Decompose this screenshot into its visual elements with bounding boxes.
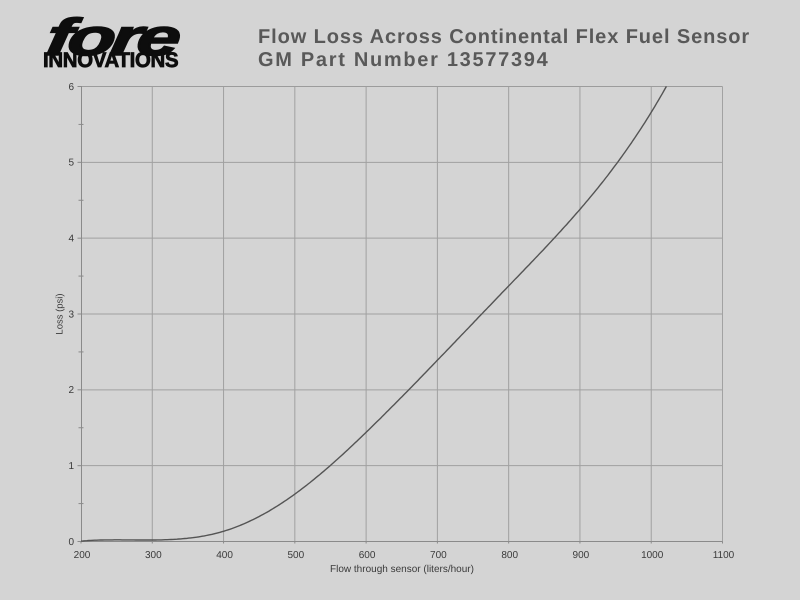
- svg-text:6: 6: [68, 82, 74, 93]
- svg-text:3: 3: [68, 309, 74, 320]
- svg-text:Loss (psi): Loss (psi): [55, 293, 66, 334]
- svg-text:200: 200: [74, 550, 91, 561]
- svg-text:800: 800: [501, 550, 518, 561]
- svg-text:500: 500: [287, 550, 304, 561]
- svg-text:900: 900: [573, 550, 590, 561]
- svg-text:600: 600: [359, 550, 376, 561]
- svg-text:700: 700: [430, 550, 447, 561]
- svg-text:4: 4: [68, 234, 74, 245]
- svg-text:0: 0: [68, 537, 74, 548]
- svg-text:1000: 1000: [641, 550, 664, 561]
- svg-text:300: 300: [145, 550, 162, 561]
- svg-text:2: 2: [68, 385, 74, 396]
- svg-text:5: 5: [68, 158, 74, 169]
- svg-text:1: 1: [68, 461, 74, 472]
- svg-text:Flow through sensor (liters/ho: Flow through sensor (liters/hour): [330, 564, 474, 575]
- svg-text:1100: 1100: [713, 550, 735, 561]
- svg-text:400: 400: [216, 550, 233, 561]
